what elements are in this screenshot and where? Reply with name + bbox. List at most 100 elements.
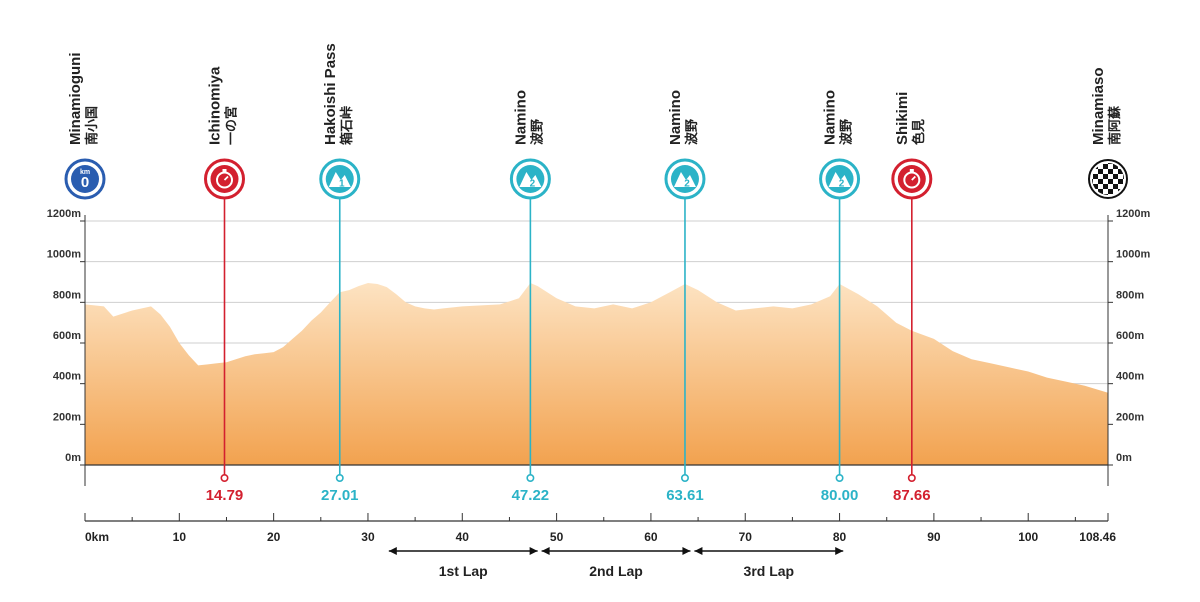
start-badge-unit: km <box>80 169 90 176</box>
checkpoint-start: km0 Minamioguni 南小国 <box>64 53 106 200</box>
y-tick-label-right: 200m <box>1116 411 1144 423</box>
y-tick-label-left: 800m <box>53 289 81 301</box>
checker-square <box>1092 179 1093 184</box>
checkpoint-kom: 63.61 2 Namino 波野 <box>664 90 706 504</box>
mountain-icon: 2 <box>819 158 861 200</box>
checkered-flag-icon <box>1088 159 1128 199</box>
checkpoint-finish: Minamiaso 南阿蘇 <box>1088 67 1128 199</box>
checker-square <box>1098 189 1103 194</box>
checker-square <box>1098 179 1103 184</box>
stopwatch-icon <box>204 158 245 200</box>
x-tick-label: 40 <box>456 530 470 544</box>
lap-label: 1st Lap <box>439 563 488 579</box>
x-tick-label: 60 <box>644 530 658 544</box>
checkpoint-kom: 80.00 2 Namino 波野 <box>819 90 861 504</box>
kom-category-label: 1 <box>339 179 345 190</box>
checkpoint-sprint: 87.66 Shikimi 色見 <box>891 92 933 504</box>
checkpoint-name: Minamioguni <box>67 53 84 146</box>
kom-category-label: 2 <box>684 179 690 190</box>
y-axes: 0m 0m 200m 200m 400m 400m 600m 600m 800m 800m 1000… <box>47 208 1150 486</box>
checker-square <box>1098 169 1103 174</box>
checkpoint-dot <box>907 473 916 482</box>
mountain-shape <box>328 172 351 187</box>
start-km-icon: km0 <box>64 158 106 200</box>
checker-square <box>1103 164 1108 169</box>
checkpoint-km-label: 87.66 <box>893 487 931 504</box>
checkpoint-name-group: Namino 波野 <box>822 90 854 145</box>
checkpoint-name-group: Hakoishi Pass 箱石峠 <box>322 43 354 145</box>
x-tick-label: 90 <box>927 530 941 544</box>
checkpoint-dot <box>680 473 689 482</box>
lap-label: 3rd Lap <box>744 563 795 579</box>
x-tick-label: 70 <box>739 530 753 544</box>
checkpoint-dot <box>335 473 344 482</box>
lap-marker: 1st Lap <box>388 547 538 579</box>
checkpoint-name: Ichinomiya <box>207 66 224 145</box>
checker-square <box>1108 163 1113 164</box>
y-tick-label-left: 600m <box>53 330 81 342</box>
y-tick-label-right: 1200m <box>1116 208 1150 220</box>
checker-square <box>1113 174 1118 179</box>
checkpoint-name: Shikimi <box>894 92 911 145</box>
checkpoint-name-group: Minamioguni 南小国 <box>67 53 99 146</box>
mountain-icon: 2 <box>509 158 551 200</box>
checkpoint-dot <box>526 473 535 482</box>
x-tick-label: 0km <box>85 530 109 544</box>
checker-square <box>1108 189 1113 194</box>
kom-category-label: 2 <box>839 179 845 190</box>
checkpoint-name-jp: 箱石峠 <box>339 106 354 145</box>
checker-square <box>1118 179 1123 184</box>
checker-square <box>1092 163 1093 164</box>
checkpoint-name-jp: 波野 <box>684 119 699 145</box>
checkpoint-km-label: 27.01 <box>321 487 359 504</box>
x-axis: 0km 10 20 30 40 50 60 70 80 90 100 108.46 <box>84 513 1116 544</box>
y-tick-label-right: 800m <box>1116 289 1144 301</box>
lap-arrow-right-icon <box>835 547 844 555</box>
lap-arrow-right-icon <box>529 547 538 555</box>
checkpoint-km-label: 80.00 <box>821 487 859 504</box>
checkpoint-km-label: 47.22 <box>512 487 550 504</box>
icon-disc <box>71 165 99 193</box>
lap-arrow-left-icon <box>694 547 703 555</box>
lap-arrow-right-icon <box>682 547 691 555</box>
checker-square <box>1103 174 1108 179</box>
stopwatch-face <box>903 171 921 189</box>
checkpoint-name-jp: 波野 <box>839 119 854 145</box>
checker-square <box>1123 174 1124 179</box>
y-tick-label-right: 1000m <box>1116 249 1150 261</box>
checkpoint-name-group: Minamiaso 南阿蘇 <box>1090 67 1122 145</box>
checker-square <box>1108 169 1113 174</box>
checker-square <box>1103 184 1108 189</box>
lap-marker: 3rd Lap <box>694 547 844 579</box>
mountain-shape <box>673 172 696 187</box>
checker-square <box>1093 174 1098 179</box>
checkpoint-name-group: Namino 波野 <box>512 90 544 145</box>
kom-category-label: 2 <box>530 179 536 190</box>
checker-square <box>1113 184 1118 189</box>
checkpoint-kom: 47.22 2 Namino 波野 <box>509 90 551 504</box>
checkpoint-name: Namino <box>667 90 684 145</box>
checker-square <box>1113 164 1118 169</box>
stopwatch-hand <box>223 175 229 181</box>
x-tick-label: 30 <box>361 530 375 544</box>
y-tick-label-left: 1000m <box>47 249 81 261</box>
checker-square <box>1093 184 1098 189</box>
start-badge-km: 0 <box>81 174 89 191</box>
checkpoint-name-jp: 南小国 <box>84 106 99 145</box>
checkpoint-name-jp: 色見 <box>911 119 926 145</box>
lap-markers: 1st Lap 2nd Lap 3rd Lap <box>388 547 844 579</box>
checker-square <box>1123 194 1124 195</box>
stopwatch-crown <box>222 169 227 172</box>
checkpoints: km0 Minamioguni 南小国 14.79 Ichinomiya 一の宮 27.01… <box>64 43 1128 504</box>
y-tick-label-right: 600m <box>1116 330 1144 342</box>
x-tick-label: 108.46 <box>1079 530 1116 544</box>
checker-square <box>1108 179 1113 184</box>
x-tick-label: 50 <box>550 530 564 544</box>
stopwatch-face <box>216 171 233 189</box>
lap-marker: 2nd Lap <box>541 547 691 579</box>
checkpoint-name: Namino <box>512 90 529 145</box>
mountain-shape <box>519 172 542 187</box>
checkpoint-name-jp: 波野 <box>529 119 544 145</box>
checkpoint-name-group: Shikimi 色見 <box>894 92 926 145</box>
